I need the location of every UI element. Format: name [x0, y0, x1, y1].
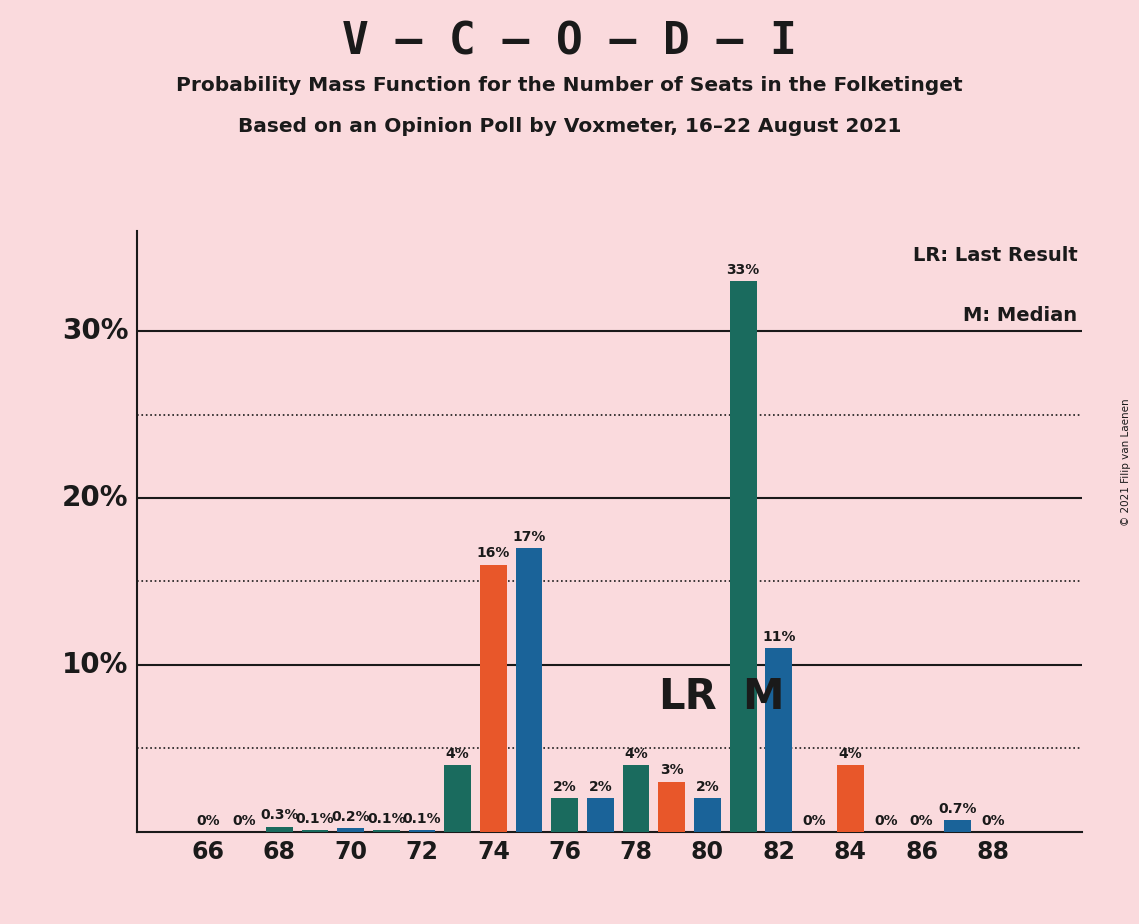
Text: 2%: 2% [696, 780, 720, 794]
Text: 2%: 2% [552, 780, 576, 794]
Text: 2%: 2% [589, 780, 613, 794]
Bar [372, 830, 400, 832]
Bar [944, 820, 970, 832]
Bar [267, 827, 293, 832]
Bar [623, 765, 649, 832]
Bar [587, 798, 614, 832]
Text: M: M [741, 676, 784, 718]
Bar [837, 765, 863, 832]
Text: 0%: 0% [232, 814, 255, 828]
Text: 0.3%: 0.3% [260, 808, 298, 822]
Bar [480, 565, 507, 832]
Text: 0.1%: 0.1% [367, 812, 405, 826]
Text: 0%: 0% [803, 814, 826, 828]
Text: 0%: 0% [981, 814, 1005, 828]
Text: 17%: 17% [513, 529, 546, 544]
Text: 11%: 11% [762, 630, 795, 644]
Text: LR: LR [658, 676, 718, 718]
Text: 0%: 0% [910, 814, 933, 828]
Bar [516, 548, 542, 832]
Text: 3%: 3% [659, 763, 683, 777]
Bar [337, 828, 364, 832]
Text: V – C – O – D – I: V – C – O – D – I [342, 20, 797, 64]
Bar [302, 830, 328, 832]
Text: 0%: 0% [196, 814, 220, 828]
Text: 4%: 4% [624, 747, 648, 760]
Text: M: Median: M: Median [964, 306, 1077, 325]
Text: 0.7%: 0.7% [937, 802, 976, 816]
Text: LR: Last Result: LR: Last Result [912, 246, 1077, 265]
Text: Probability Mass Function for the Number of Seats in the Folketinget: Probability Mass Function for the Number… [177, 76, 962, 95]
Bar [658, 782, 686, 832]
Text: 0%: 0% [874, 814, 898, 828]
Bar [551, 798, 579, 832]
Text: 0.1%: 0.1% [403, 812, 442, 826]
Text: 33%: 33% [727, 263, 760, 277]
Bar [765, 648, 793, 832]
Bar [409, 830, 435, 832]
Text: 4%: 4% [445, 747, 469, 760]
Text: 0.1%: 0.1% [296, 812, 335, 826]
Text: 4%: 4% [838, 747, 862, 760]
Text: © 2021 Filip van Laenen: © 2021 Filip van Laenen [1121, 398, 1131, 526]
Text: Based on an Opinion Poll by Voxmeter, 16–22 August 2021: Based on an Opinion Poll by Voxmeter, 16… [238, 117, 901, 137]
Text: 0.2%: 0.2% [331, 810, 370, 824]
Text: 16%: 16% [477, 546, 510, 561]
Bar [730, 281, 756, 832]
Bar [694, 798, 721, 832]
Bar [444, 765, 472, 832]
